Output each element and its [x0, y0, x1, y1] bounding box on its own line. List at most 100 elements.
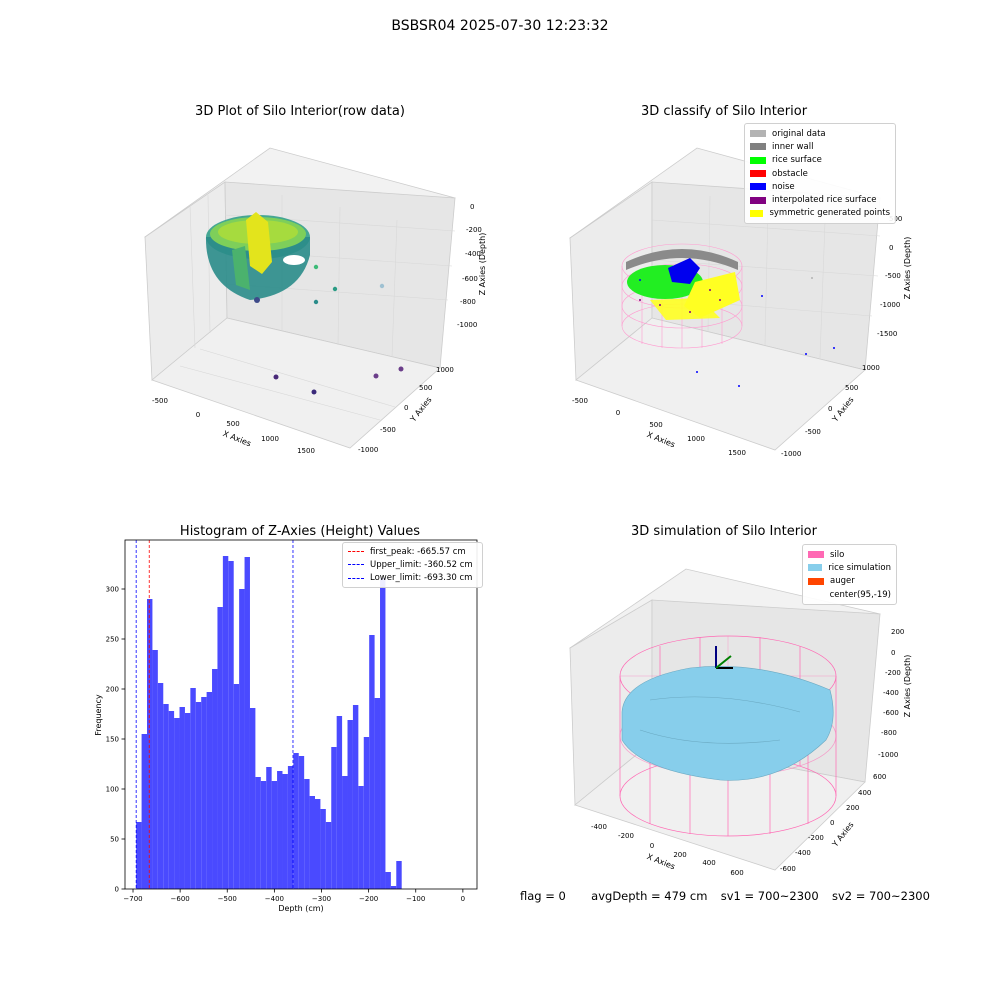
- panel1-tick-labels: -500 0 500 1000 1500 1000 500 0 -500 -10…: [152, 203, 482, 455]
- histogram-bar: [293, 753, 299, 889]
- p4-ytick: 400: [858, 789, 871, 797]
- histogram-bar: [206, 692, 213, 889]
- histogram-bar: [147, 599, 153, 889]
- histogram-x-tick-label: 0: [461, 895, 465, 903]
- p2-xtick: 0: [616, 409, 620, 417]
- p4-xlabel: X Axies: [646, 852, 677, 871]
- histogram-bar: [255, 777, 261, 889]
- legend-item-obstacle: obstacle: [750, 167, 890, 180]
- p4-ytick: 600: [873, 773, 886, 781]
- p1-xlabel: X Axies: [222, 429, 253, 448]
- legend-item-symmetric: symmetric generated points: [750, 207, 890, 220]
- histogram-x-tick-label: −400: [265, 895, 284, 903]
- histogram-bar: [136, 822, 142, 889]
- legend-item-rice-simulation: rice simulation: [808, 561, 891, 574]
- p4-xtick: 400: [702, 859, 715, 867]
- p2-xtick: 500: [649, 421, 662, 429]
- panel2-classified-points: [626, 249, 835, 387]
- histogram-bar: [390, 886, 397, 889]
- histogram-bar: [347, 720, 353, 889]
- histogram-y-tick-label: 150: [106, 736, 119, 744]
- histogram-bar: [190, 688, 196, 889]
- histogram-x-tick-label: −700: [123, 895, 142, 903]
- panel4-legend: silo rice simulation auger center(95,-19…: [802, 544, 897, 606]
- figure-title: BSBSR04 2025-07-30 12:23:32: [391, 18, 609, 34]
- panel2-axes-box: [569, 147, 881, 451]
- p4-xtick: -200: [618, 832, 634, 840]
- histogram-reference-lines: [135, 540, 294, 889]
- p2-xlabel: X Axies: [646, 430, 677, 449]
- histogram-bar: [374, 698, 381, 889]
- histogram-bar: [212, 669, 218, 889]
- panel4-title: 3D simulation of Silo Interior: [631, 524, 817, 539]
- histogram-bar: [195, 702, 202, 889]
- p2-ztick: 0: [889, 244, 893, 252]
- histogram-plot-frame: [124, 539, 478, 890]
- legend-item-inner-wall: inner wall: [750, 140, 890, 153]
- histogram-bar: [228, 561, 234, 889]
- histogram-bar: [217, 607, 223, 889]
- p1-ztick: -600: [462, 275, 478, 283]
- histogram-bar: [298, 756, 305, 889]
- p4-ztick: -600: [883, 709, 899, 717]
- histogram-x-ticks: −700 −600 −500 −400 −300 −200 −100 0: [123, 889, 465, 903]
- p4-xtick: -400: [591, 823, 607, 831]
- histogram-bar: [249, 708, 256, 889]
- p4-ytick: 200: [846, 804, 859, 812]
- histogram-y-tick-label: 50: [110, 836, 119, 844]
- histogram-y-tick-label: 200: [106, 686, 119, 694]
- p4-ytick: 0: [830, 819, 834, 827]
- legend-item-auger: auger: [808, 575, 891, 588]
- p4-xtick: 0: [650, 842, 654, 850]
- p4-ztick: -200: [885, 669, 901, 677]
- p4-xtick: 200: [673, 851, 686, 859]
- status-flag: flag = 0: [520, 889, 566, 903]
- histogram-bar: [174, 718, 180, 889]
- p2-ytick: -1000: [781, 450, 801, 458]
- p1-ytick: -500: [380, 426, 396, 434]
- histogram-x-tick-label: −200: [359, 895, 378, 903]
- histogram-bar: [314, 799, 321, 889]
- histogram-bar: [157, 683, 164, 889]
- histogram-bar: [184, 713, 191, 889]
- histogram-legend: first_peak: -665.57 cm Upper_limit: -360…: [342, 542, 483, 588]
- panel2-title: 3D classify of Silo Interior: [640, 104, 808, 119]
- panel1-title: 3D Plot of Silo Interior(row data): [195, 104, 405, 119]
- status-sv1: sv1 = 700~2300: [720, 889, 819, 903]
- p1-ztick: 0: [470, 203, 474, 211]
- histogram-x-tick-label: −600: [171, 895, 190, 903]
- panel2-tick-labels: -500 0 500 1000 1500 1000 500 0 -500 -10…: [572, 215, 902, 458]
- p1-ztick: -1000: [457, 321, 477, 329]
- histogram-title: Histogram of Z-Axies (Height) Values: [179, 524, 421, 539]
- p1-xtick: 1500: [297, 447, 315, 455]
- p1-ytick: 500: [419, 384, 432, 392]
- legend-item-first-peak: first_peak: -665.57 cm: [348, 545, 477, 558]
- p1-ztick: -400: [465, 250, 481, 258]
- histogram-bar: [141, 734, 148, 889]
- p2-zlabel: Z Axies (Depth): [903, 237, 912, 300]
- panel1-3d-plot: -500 0 500 1000 1500 1000 500 0 -500 -10…: [144, 147, 487, 455]
- p4-ytick: -600: [780, 865, 796, 873]
- p1-ytick: 0: [404, 404, 408, 412]
- histogram-chart: −700 −600 −500 −400 −300 −200 −100 0 0 50 100 150 2…: [94, 539, 478, 913]
- panel1-outlier-points: [273, 264, 404, 395]
- panel2-legend: original data inner wall rice surface ob…: [744, 123, 896, 225]
- histogram-bar: [244, 557, 250, 889]
- p2-ztick: -1000: [880, 301, 900, 309]
- histogram-bar: [266, 767, 272, 889]
- histogram-ylabel: Frequency: [94, 694, 103, 736]
- legend-item-silo: silo: [808, 548, 891, 561]
- p4-ztick: -1000: [878, 751, 898, 759]
- panel1-silo-surface: [205, 212, 310, 303]
- histogram-bar: [271, 781, 278, 889]
- p2-ztick: -500: [885, 272, 901, 280]
- histogram-bar: [163, 704, 169, 889]
- histogram-y-tick-label: 300: [106, 586, 119, 594]
- histogram-bar: [260, 781, 267, 889]
- histogram-x-tick-label: −300: [312, 895, 331, 903]
- p2-xtick: 1500: [728, 449, 746, 457]
- p1-ytick: -1000: [358, 446, 378, 454]
- histogram-y-tick-label: 100: [106, 786, 119, 794]
- panel4-center-axes-icon: [715, 646, 733, 669]
- legend-item-rice-surface: rice surface: [750, 154, 890, 167]
